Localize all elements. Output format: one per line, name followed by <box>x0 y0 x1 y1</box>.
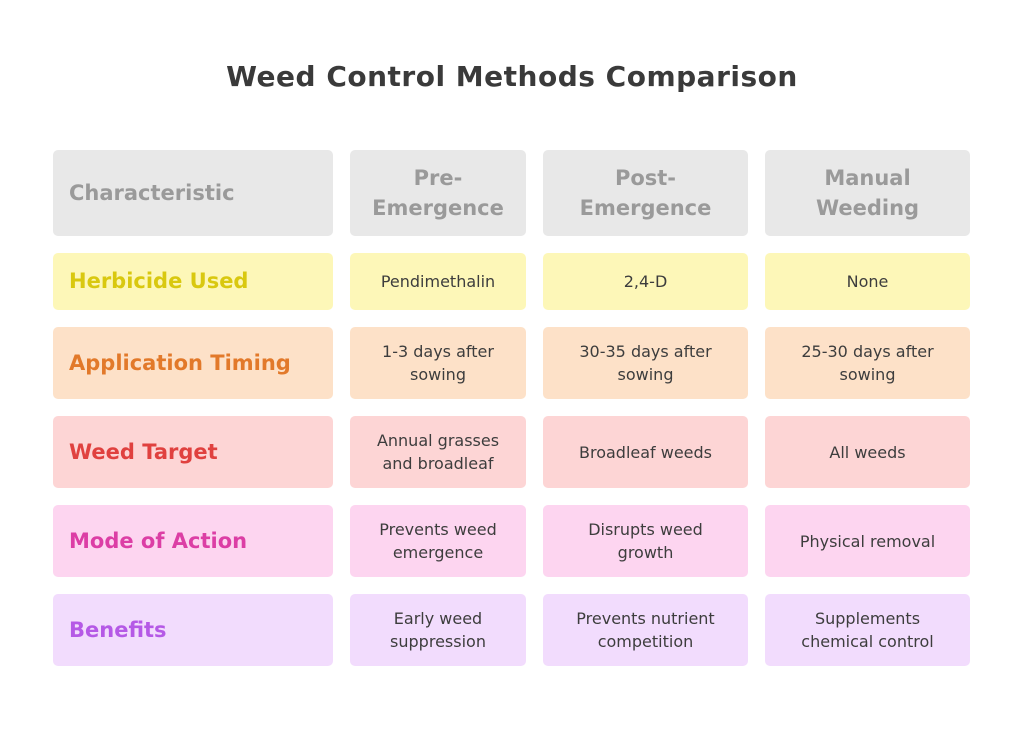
cell-mode-post: Disrupts weed growth <box>543 505 748 577</box>
cell-timing-pre: 1-3 days after sowing <box>350 327 526 399</box>
cell-mode-pre: Prevents weed emergence <box>350 505 526 577</box>
comparison-table: Characteristic Pre- Emergence Post- Emerge… <box>53 150 970 666</box>
cell-target-pre: Annual grasses and broadleaf <box>350 416 526 488</box>
header-manual-weeding: Manual Weeding <box>765 150 970 236</box>
cell-mode-manual: Physical removal <box>765 505 970 577</box>
cell-benefits-pre: Early weed suppression <box>350 594 526 666</box>
cell-herbicide-post: 2,4-D <box>543 253 748 310</box>
cell-benefits-manual: Supplements chemical control <box>765 594 970 666</box>
cell-herbicide-manual: None <box>765 253 970 310</box>
header-pre-emergence: Pre- Emergence <box>350 150 526 236</box>
row-label-mode-of-action: Mode of Action <box>53 505 333 577</box>
header-characteristic: Characteristic <box>53 150 333 236</box>
row-label-herbicide-used: Herbicide Used <box>53 253 333 310</box>
row-label-benefits: Benefits <box>53 594 333 666</box>
cell-timing-post: 30-35 days after sowing <box>543 327 748 399</box>
row-label-application-timing: Application Timing <box>53 327 333 399</box>
cell-target-manual: All weeds <box>765 416 970 488</box>
cell-herbicide-pre: Pendimethalin <box>350 253 526 310</box>
header-post-emergence: Post- Emergence <box>543 150 748 236</box>
row-label-weed-target: Weed Target <box>53 416 333 488</box>
cell-target-post: Broadleaf weeds <box>543 416 748 488</box>
cell-benefits-post: Prevents nutrient competition <box>543 594 748 666</box>
cell-timing-manual: 25-30 days after sowing <box>765 327 970 399</box>
page-title: Weed Control Methods Comparison <box>226 60 798 93</box>
